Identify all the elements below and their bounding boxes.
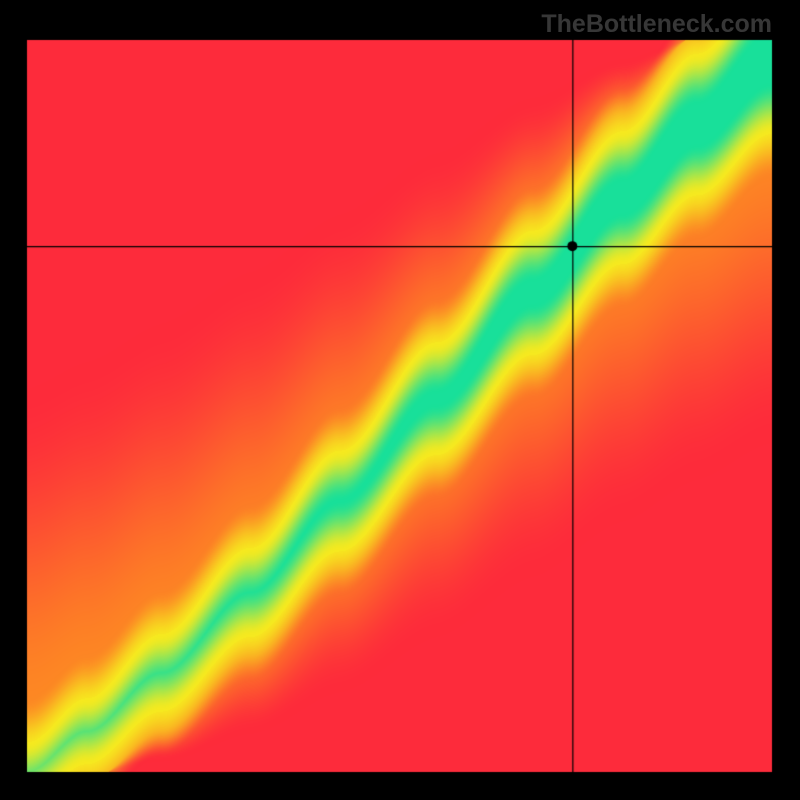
heatmap-canvas (0, 0, 800, 800)
watermark-text: TheBottleneck.com (541, 10, 772, 39)
chart-container: TheBottleneck.com (0, 0, 800, 800)
